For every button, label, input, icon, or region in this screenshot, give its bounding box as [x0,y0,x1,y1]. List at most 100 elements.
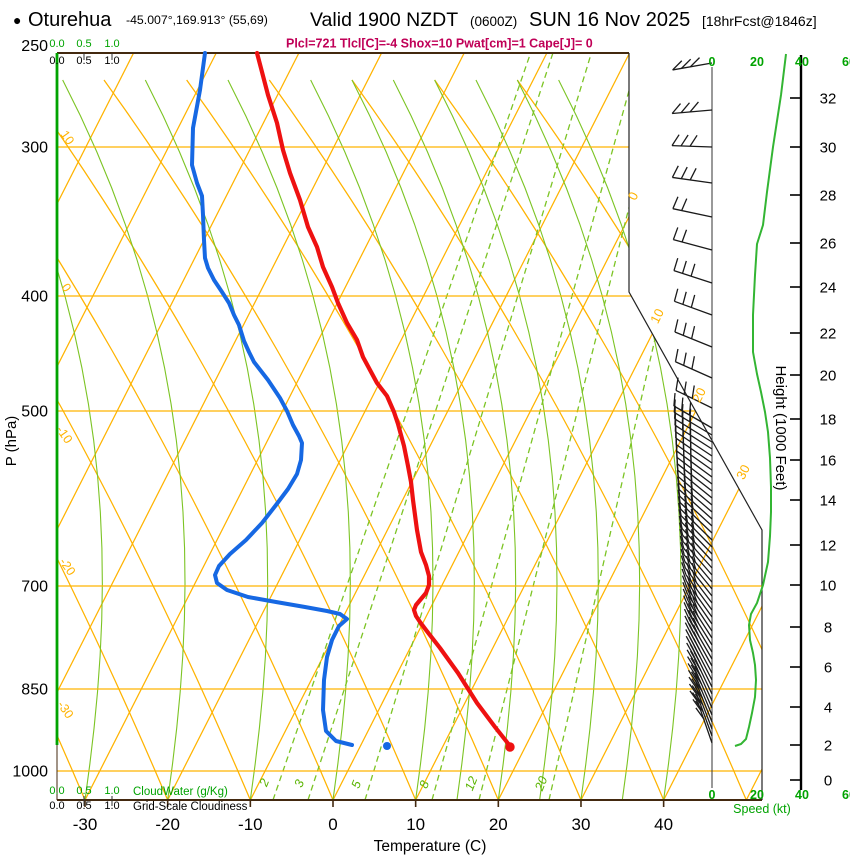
wind-barbs [671,57,713,788]
height-tick-label: 6 [824,660,832,677]
moist-adiabat-line [310,79,434,800]
wind-barb-staff [672,62,713,71]
wind-barb [681,575,713,625]
isotherm-label: 20 [689,385,709,405]
dry-adiabat-line [57,79,417,800]
height-tick-label: 0 [824,773,832,790]
wind-barb-feather [690,515,695,529]
wind-barb [681,568,713,618]
pressure-tick-label: 1000 [12,764,48,781]
wind-barb-feather [690,522,695,536]
wind-barb [673,258,713,284]
isotherm-line [167,53,548,800]
valid-time: Valid 1900 NZDT [310,9,458,31]
pressure-tick-label: 500 [21,404,48,421]
wind-barb-staff [675,437,713,464]
wind-barb-feather [686,649,695,662]
cloudiness-axis-title: Grid-Scale Cloudiness [133,801,248,813]
wind-barb-feather [672,60,683,71]
wind-barb-staff [674,300,713,316]
wind-barb-feather [682,588,689,602]
height-tick-label: 8 [824,620,832,637]
isotherm-line [57,53,217,800]
wind-barb-feather [690,502,694,516]
height-tick-label: 28 [820,188,837,205]
wind-barb-feather [685,555,691,569]
wind-barb-feather [690,263,696,277]
dry-adiabat-line [0,80,2,800]
wind-barb [685,629,713,681]
wind-barb [687,663,713,716]
wind-barb-feather [680,555,686,569]
wind-barb-feather [678,515,683,529]
wind-barb-staff [677,476,713,506]
wind-barb-staff [673,405,713,429]
scale-tick-label: 0.5 [76,55,91,67]
moist-adiabat-line [351,79,475,800]
wind-barb-feather [671,103,682,114]
dry-adiabat-line [434,79,762,800]
station-name: Oturehua [28,9,112,31]
isotherm-label: 0 [625,189,642,202]
station-coordinates: -45.007°,169.913° (55,69) [126,13,268,27]
wind-barb-feather [692,610,699,624]
isotherm-label: 30 [733,462,753,482]
wind-barb-feather [679,522,684,536]
mixing-ratio-label: 5 [348,779,364,791]
wind-barb-feather [684,522,689,536]
wind-barb-staff [676,450,713,478]
wind-barb-staff [674,418,713,443]
wind-barb [684,622,713,674]
mixing-ratio-label: 2 [256,777,272,790]
wind-barb-staff [674,424,713,450]
wind-barb-feather [682,582,689,595]
wind-barb-feather [691,385,695,399]
wind-barb-staff [676,456,713,485]
moist-adiabat-line [144,79,269,800]
scale-tick-label: 0.5 [76,785,91,797]
wind-barb-feather [694,665,702,678]
wind-barb-feather [681,198,688,211]
wind-barb-staff [678,482,713,513]
wind-barb-feather [694,672,703,685]
wind-barb-feather [691,535,696,549]
wind-barb [680,542,713,590]
wind-barb-staff [675,389,713,409]
isotherm-line [249,53,631,800]
wind-barb-feather [681,260,687,274]
isotherm-line [415,53,762,800]
height-tick-label: 32 [820,91,837,108]
wind-barb-feather [683,608,691,622]
speed-axis: 00202040406060 [709,55,850,802]
pressure-tick-label: 300 [21,140,48,157]
speed-tick-label: 20 [750,788,764,802]
isotherm-line [663,53,762,800]
wind-barb-feather [688,683,698,696]
wind-speed-profile-line [734,53,787,747]
wind-barb-feather [684,509,689,523]
wind-barb [685,635,713,688]
wind-barb-feather [689,57,700,68]
height-tick-label: 18 [820,412,837,429]
wind-barb-feather [679,528,684,542]
wind-barb-staff [683,554,713,590]
pressure-tick-label: 250 [21,38,48,55]
wind-barb-feather [686,582,693,596]
wind-barb-feather [690,495,694,509]
isotherm-line [580,53,762,800]
wind-barb-feather [692,590,698,603]
wind-barb-feather [683,352,687,366]
wind-barb-feather [671,165,679,178]
wind-barb-feather [691,356,696,370]
mixing-ratio-label: 3 [291,778,307,790]
mixing-ratio-line [364,53,592,800]
pressure-tick-label: 400 [21,289,48,306]
wind-barb [684,615,713,667]
wind-barb-feather [672,227,679,240]
wind-barb-feather [689,168,697,181]
isotherm-line [57,53,300,800]
scale-tick-label: 0.0 [49,800,64,812]
dewpoint-profile-line [190,51,354,747]
wind-barb-feather [684,502,688,516]
